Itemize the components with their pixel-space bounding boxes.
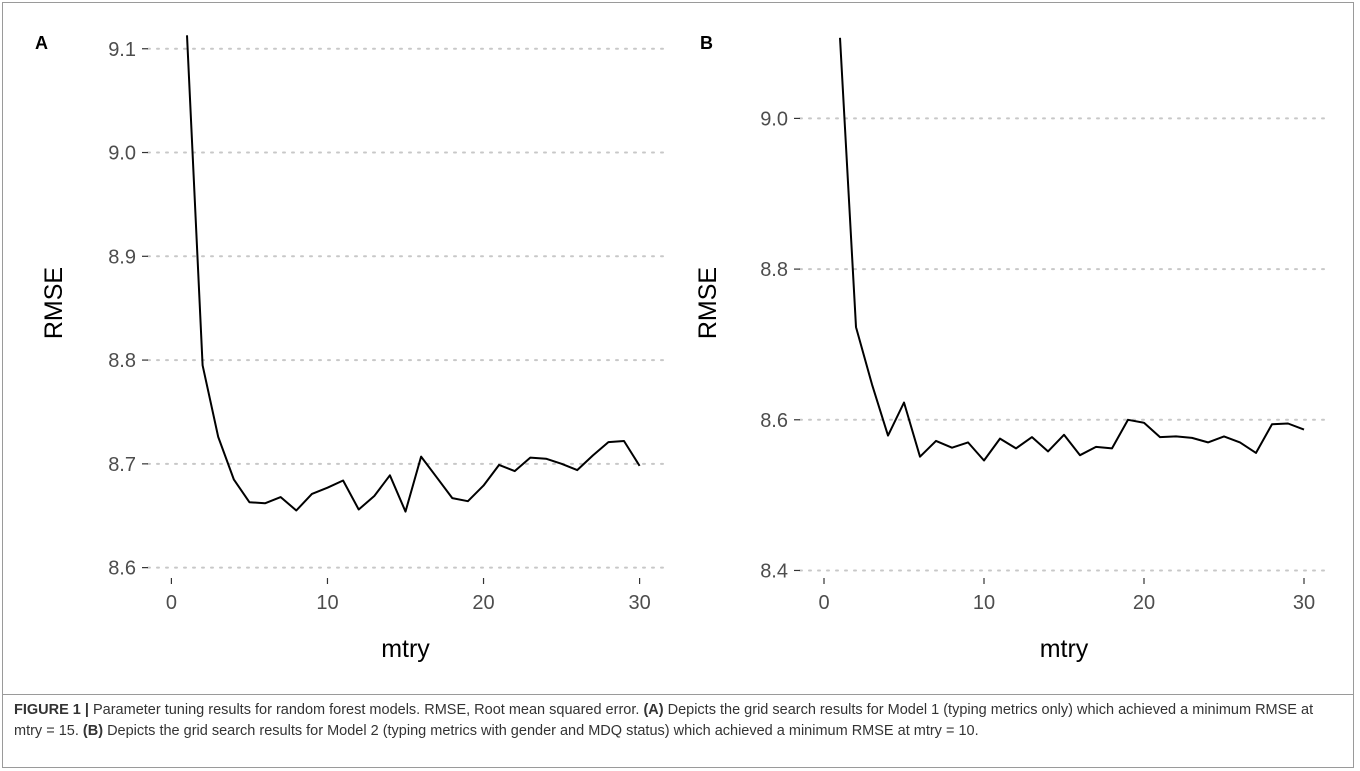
- caption-b-text: Depicts the grid search results for Mode…: [103, 723, 979, 739]
- panel-a-y-tick-label: 8.8: [108, 350, 136, 372]
- panel-b-x-tick-label: 10: [973, 592, 995, 614]
- caption-divider: [2, 694, 1354, 695]
- panel-b-x-tick-label: 0: [818, 592, 829, 614]
- panel-a-y-tick-label: 8.7: [108, 454, 136, 476]
- panel-a-chart: A 8.6 8.7 8.8 8.9 9.0 9.1 0 10 20 30 mtry RMSE: [35, 33, 664, 663]
- caption-a-text: Depicts the grid search results for Mode…: [14, 702, 1314, 739]
- panel-b-x-tick-label: 20: [1133, 592, 1155, 614]
- panel-b-x-tick-label: 30: [1293, 592, 1315, 614]
- panel-b-y-tick-label: 8.4: [760, 560, 788, 582]
- panel-a-letter: A: [35, 33, 48, 53]
- panel-a-y-tick-label: 9.1: [108, 39, 136, 61]
- panel-b-y-tick-label: 9.0: [760, 108, 788, 130]
- figure-caption: FIGURE 1 | Parameter tuning results for …: [14, 700, 1344, 742]
- panel-b-y-tick-label: 8.6: [760, 410, 788, 432]
- caption-figure-label: FIGURE 1 |: [14, 702, 89, 718]
- panel-a-x-axis-title: mtry: [381, 635, 430, 663]
- caption-intro: Parameter tuning results for random fore…: [88, 702, 644, 718]
- panel-b-x-axis-title: mtry: [1040, 635, 1089, 663]
- caption-b-label: (B): [82, 723, 104, 739]
- panel-b-y-axis-title: RMSE: [694, 267, 722, 339]
- panel-a-series-line: [186, 35, 641, 513]
- panel-a-y-axis-title: RMSE: [40, 267, 68, 339]
- charts-canvas: A 8.6 8.7 8.8 8.9 9.0 9.1 0 10 20 30 mtry RMSE B 8.4 8…: [35, 33, 1329, 663]
- panel-b-y-tick-label: 8.8: [760, 259, 788, 281]
- panel-a-y-tick-label: 9.0: [108, 143, 136, 165]
- panel-a-y-tick-label: 8.6: [108, 558, 136, 580]
- panel-a-y-tick-label: 8.9: [108, 246, 136, 268]
- panel-b-chart: B 8.4 8.6 8.8 9.0 0 10 20 30 mtry RMSE: [694, 33, 1329, 663]
- caption-a-label: (A): [643, 702, 664, 718]
- panel-b-series-line: [839, 37, 1305, 462]
- panel-a-x-tick-label: 0: [166, 592, 177, 614]
- panel-b-letter: B: [700, 33, 713, 53]
- panel-a-x-tick-label: 10: [316, 592, 338, 614]
- panel-a-x-tick-label: 30: [628, 592, 650, 614]
- panel-a-x-tick-label: 20: [472, 592, 494, 614]
